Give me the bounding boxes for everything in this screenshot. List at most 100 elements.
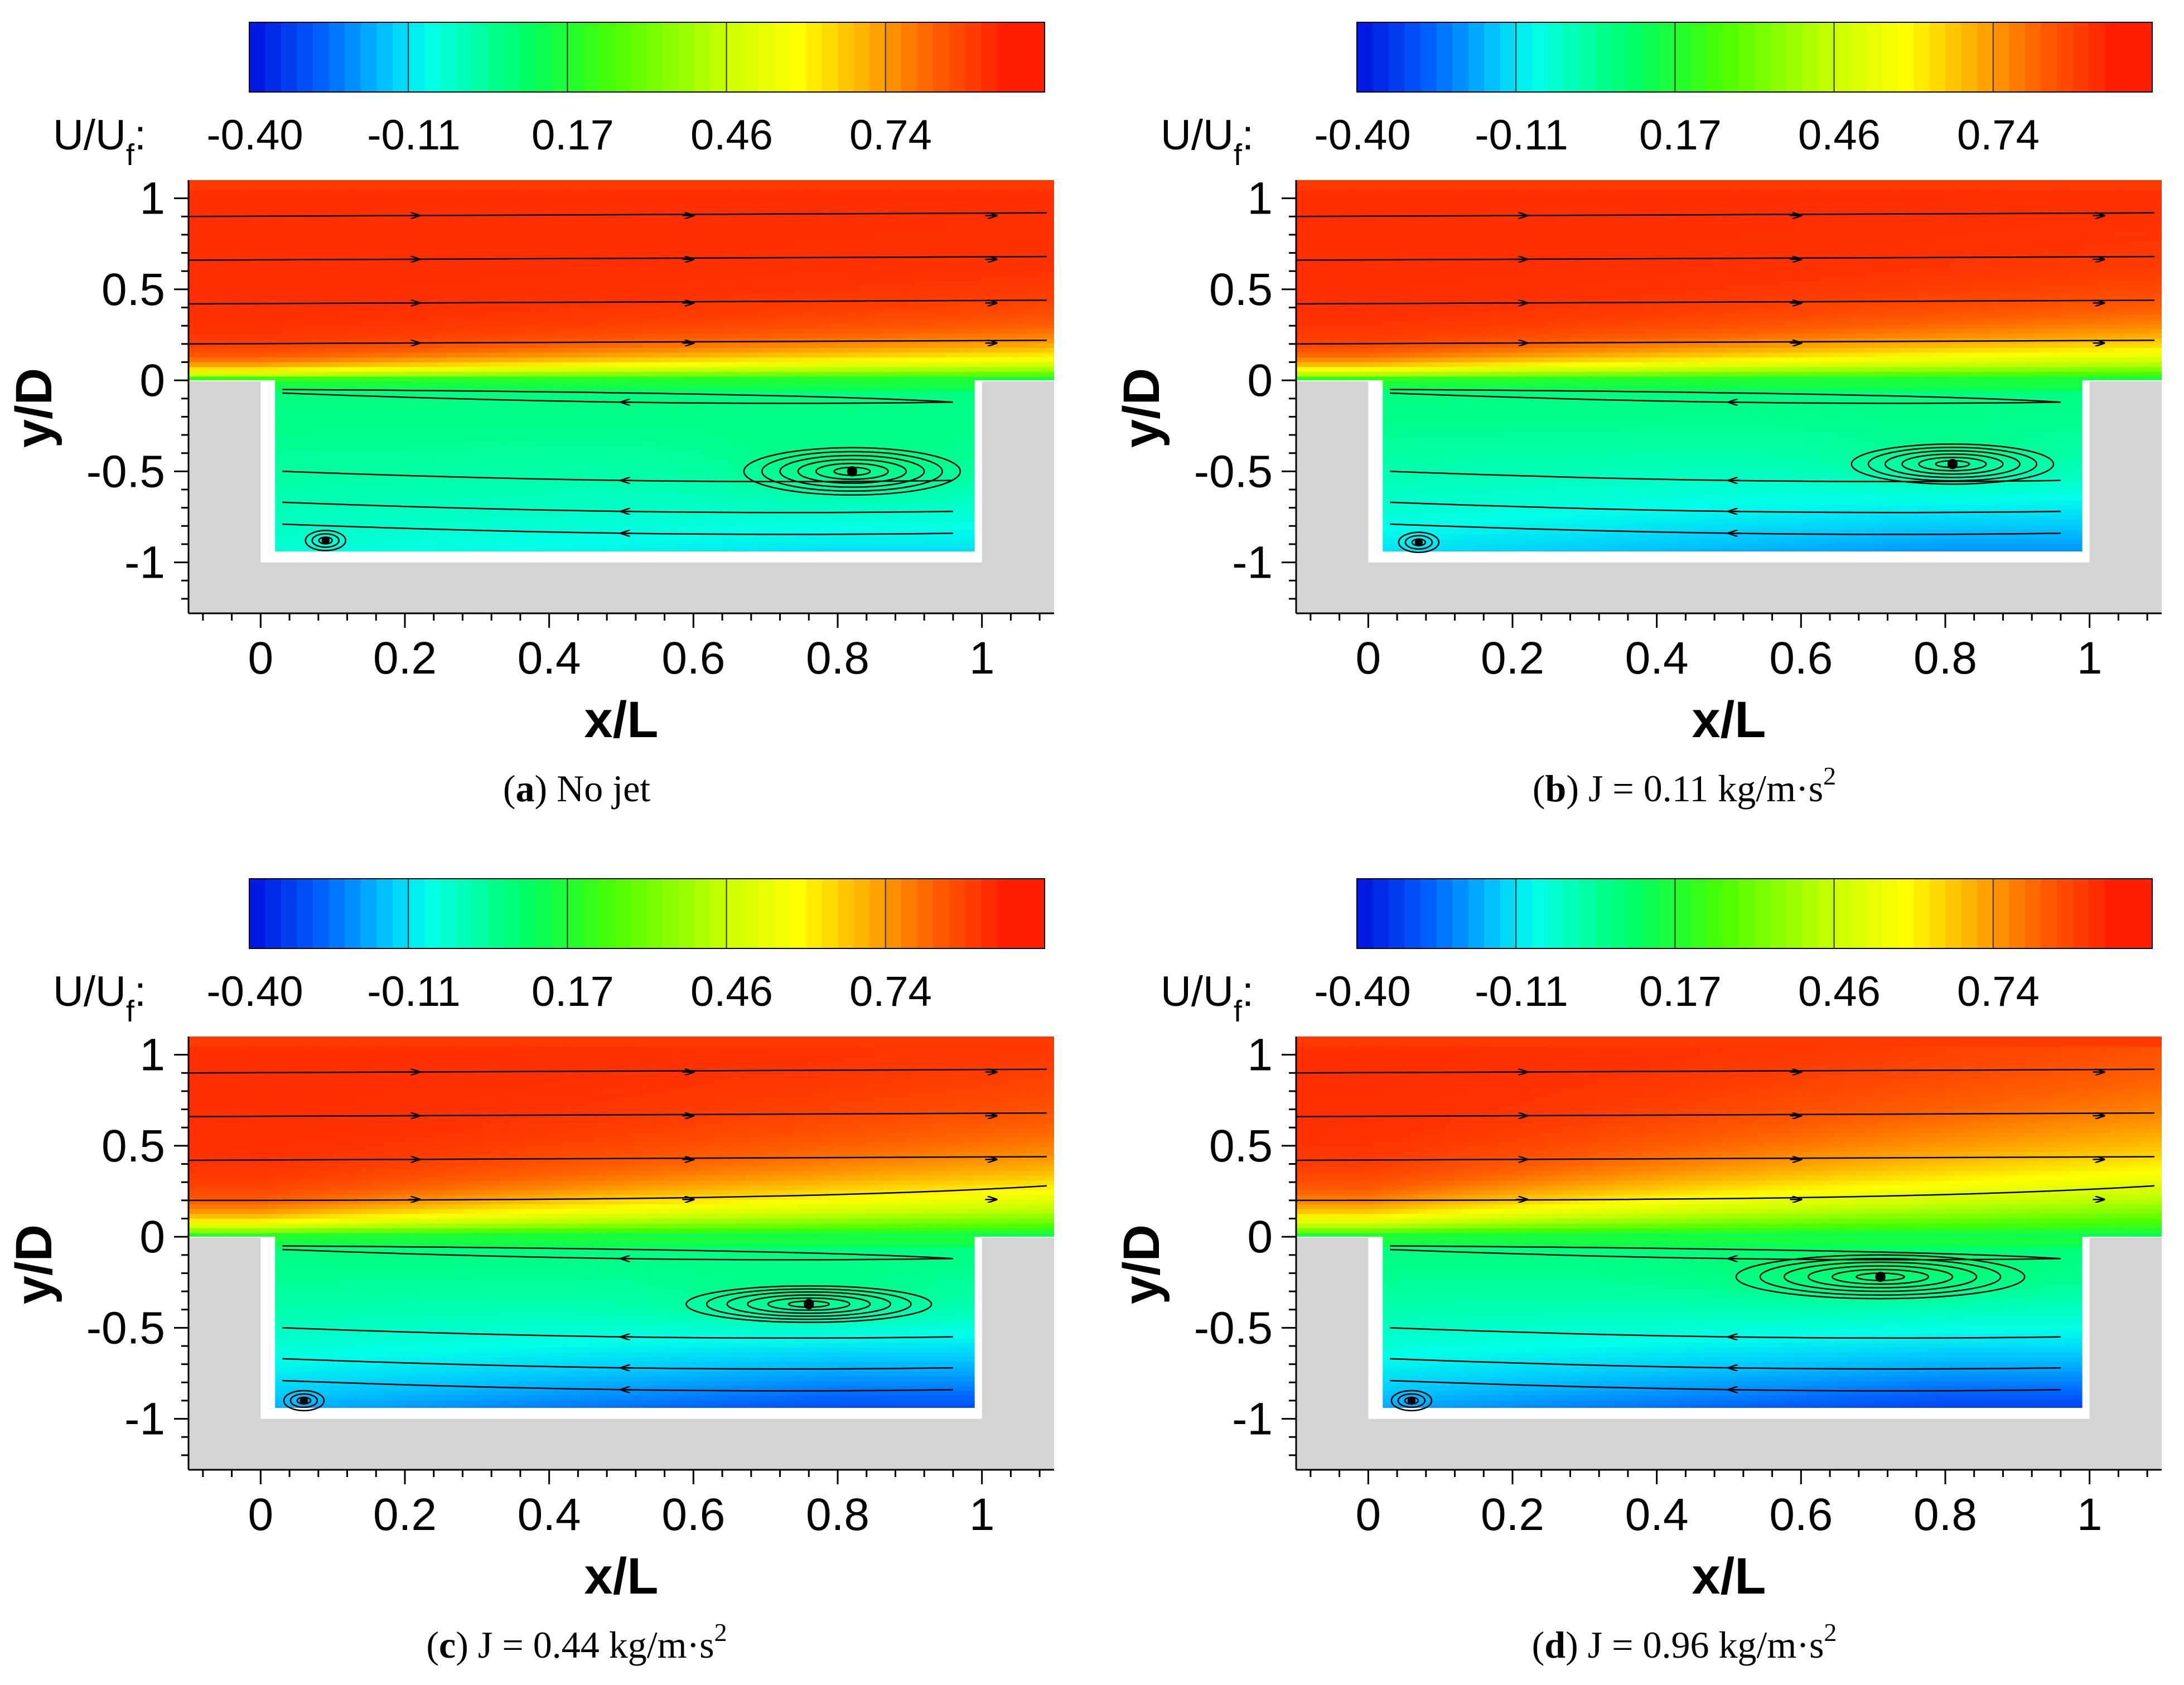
colorbar-segment xyxy=(869,22,886,92)
y-axis-label: y/D xyxy=(6,1224,62,1304)
colorbar-segment xyxy=(551,879,568,948)
colorbar-segment xyxy=(1914,879,1930,948)
colorbar-segment xyxy=(487,879,505,948)
colorbar-segment xyxy=(1993,879,2010,948)
colorbar-segment xyxy=(822,879,839,948)
y-tick-label: -1 xyxy=(124,538,165,588)
colorbar-label: U/Uf: xyxy=(1161,112,1254,172)
streamlines xyxy=(1296,1068,2155,1412)
colorbar-segment xyxy=(1516,879,1533,948)
colorbar-segment xyxy=(1404,879,1422,948)
x-tick-label: 0 xyxy=(1356,1489,1381,1540)
streamline xyxy=(1296,1185,2155,1202)
colorbar-segment xyxy=(1468,22,1485,92)
colorbar-segment xyxy=(1516,22,1533,92)
colorbar-segment xyxy=(1357,22,1374,92)
vortex-ring xyxy=(779,454,925,488)
colorbar-tick-label: 0.46 xyxy=(1798,968,1881,1015)
cavity-wall xyxy=(189,380,1054,613)
x-tick-label: 0.6 xyxy=(661,1489,725,1540)
colorbar-segment xyxy=(965,879,982,948)
y-tick-label: -1 xyxy=(1232,538,1273,588)
colorbar-segment xyxy=(2041,879,2057,948)
colorbar-segment xyxy=(1389,22,1405,92)
colorbar-segment xyxy=(1866,22,1883,92)
colorbar-segment xyxy=(679,22,695,92)
colorbar-segment xyxy=(1722,22,1740,92)
colorbar-segment xyxy=(1468,879,1485,948)
colorbar-segment xyxy=(313,879,330,948)
colorbar-segment xyxy=(1675,22,1692,92)
colorbar-segment xyxy=(806,22,823,92)
panel-b: -0.40 -0.11 0.17 0.46 0.74 U/Uf: 0 0.2 0.4 0.6 0.8… xyxy=(1113,22,2162,810)
colorbar-segment xyxy=(392,22,409,92)
colorbar-segment xyxy=(1738,22,1755,92)
panel-caption: (a) No jet xyxy=(503,767,650,810)
colorbar-segment xyxy=(885,879,902,948)
corner-vortex-core xyxy=(1414,538,1423,546)
streamline xyxy=(282,1245,954,1260)
panel-d: -0.40 -0.11 0.17 0.46 0.74 U/Uf: 0 0.2 0.4 0.6 0.8… xyxy=(1113,878,2162,1666)
colorbar-segment xyxy=(1897,22,1915,92)
vortex-ring xyxy=(761,451,943,492)
vortex-ring xyxy=(1759,1258,2002,1296)
colorbar-segment xyxy=(1834,879,1851,948)
vortex-ring xyxy=(1850,443,2055,485)
colorbar-segment xyxy=(758,879,775,948)
colorbar-segment xyxy=(1531,879,1549,948)
colorbar-segment xyxy=(1961,22,1978,92)
colorbar-segment xyxy=(949,879,966,948)
x-tick-label: 0 xyxy=(1356,633,1381,684)
colorbar-segment xyxy=(742,879,759,948)
colorbar-segment xyxy=(376,22,393,92)
colorbar-segment xyxy=(249,22,266,92)
colorbar-segment xyxy=(853,879,871,948)
colorbar-segment xyxy=(2088,22,2105,92)
colorbar-segment xyxy=(885,22,902,92)
vortex-ring xyxy=(706,1288,912,1320)
colorbar-segment xyxy=(440,22,457,92)
colorbar-label: U/Uf: xyxy=(53,112,146,172)
y-tick-label: -1 xyxy=(1232,1394,1273,1445)
colorbar-segment xyxy=(1866,879,1883,948)
colorbar-frame xyxy=(249,22,1045,93)
x-tick-label: 0.4 xyxy=(518,633,581,684)
colorbar-label: U/Uf: xyxy=(53,968,146,1028)
vortex-ring xyxy=(767,1297,851,1311)
colorbar-segment xyxy=(2136,22,2153,92)
colorbar-segment xyxy=(360,22,378,92)
x-tick-label: 0.2 xyxy=(373,1489,437,1540)
colorbar-segment xyxy=(1850,22,1867,92)
corner-vortex-core xyxy=(1407,1396,1416,1405)
colorbar-segment xyxy=(917,22,934,92)
colorbar-tick-label: 0.17 xyxy=(531,968,614,1015)
colorbar-segment xyxy=(806,879,823,948)
colorbar-tick-label: -0.11 xyxy=(1475,112,1568,159)
panel-c: -0.40 -0.11 0.17 0.46 0.74 U/Uf: 0 0.2 0.4 0.6 0.8… xyxy=(6,878,1054,1666)
colorbar-segment xyxy=(1977,22,1994,92)
colorbar-segment xyxy=(1579,879,1596,948)
colorbar-frame xyxy=(249,878,1045,949)
colorbar-segment xyxy=(774,879,791,948)
colorbar-segment xyxy=(1627,879,1644,948)
colorbar-segment xyxy=(2009,22,2026,92)
colorbar-segment xyxy=(1945,22,1962,92)
vortex-core xyxy=(847,466,858,477)
corner-vortex-ring xyxy=(311,533,340,548)
colorbar-segment xyxy=(360,879,378,948)
y-tick-label: 1 xyxy=(139,1030,165,1081)
x-tick-label: 0.4 xyxy=(1625,633,1689,684)
colorbar-tick-label: 0.46 xyxy=(690,968,773,1015)
colorbar: -0.40 -0.11 0.17 0.46 0.74 U/Uf: xyxy=(53,22,1045,172)
colorbar-segment xyxy=(997,879,1013,948)
colorbar-segment xyxy=(711,879,727,948)
colorbar-segment xyxy=(1484,22,1501,92)
colorbar-segment xyxy=(1707,22,1723,92)
colorbar-segment xyxy=(424,879,441,948)
colorbar-segment xyxy=(1659,879,1676,948)
vortex-ring xyxy=(685,1285,932,1323)
colorbar-segment xyxy=(2056,879,2074,948)
colorbar-tick-label: -0.11 xyxy=(367,968,461,1015)
colorbar-segment xyxy=(1012,879,1030,948)
colorbar-tick-label: 0.17 xyxy=(531,112,614,159)
